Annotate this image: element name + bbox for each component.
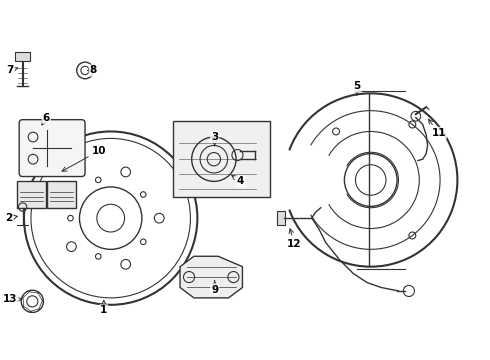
FancyBboxPatch shape xyxy=(173,121,270,197)
Text: 1: 1 xyxy=(100,300,107,315)
Text: 9: 9 xyxy=(211,281,218,294)
FancyBboxPatch shape xyxy=(19,120,85,176)
Bar xyxy=(277,211,286,225)
Polygon shape xyxy=(180,256,243,298)
Text: 11: 11 xyxy=(429,119,446,138)
Text: 7: 7 xyxy=(6,66,18,76)
Text: 4: 4 xyxy=(232,175,244,186)
Text: 10: 10 xyxy=(62,146,106,171)
Text: 13: 13 xyxy=(3,294,22,304)
Text: 12: 12 xyxy=(287,229,302,249)
Text: 8: 8 xyxy=(88,66,97,76)
Text: 6: 6 xyxy=(42,113,50,125)
Text: 2: 2 xyxy=(5,213,18,223)
Text: 5: 5 xyxy=(353,81,361,95)
FancyBboxPatch shape xyxy=(47,181,76,208)
Text: 3: 3 xyxy=(211,132,219,146)
FancyBboxPatch shape xyxy=(15,52,30,62)
FancyBboxPatch shape xyxy=(17,181,46,208)
